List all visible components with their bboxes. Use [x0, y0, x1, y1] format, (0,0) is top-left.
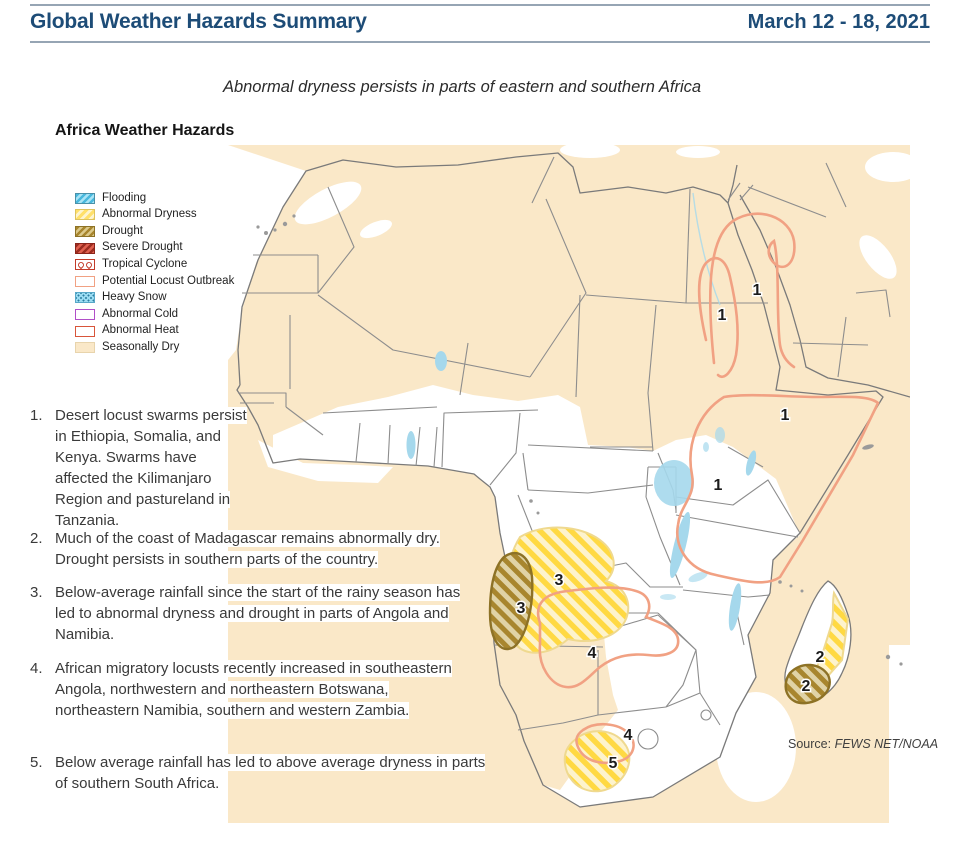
heavy-snow-swatch-icon [75, 292, 95, 304]
legend-label: Abnormal Cold [102, 307, 179, 320]
note-number: 4. [30, 658, 43, 679]
map-marker: 3 [517, 600, 526, 617]
seasonally-dry-swatch-icon [75, 342, 95, 354]
note-text: Below-average rainfall since the start o… [55, 584, 461, 643]
legend-item-abnormal-dryness: Abnormal Dryness [75, 207, 234, 224]
map-marker: 2 [802, 678, 811, 695]
legend-item-severe-drought: Severe Drought [75, 240, 234, 257]
map-section-title: Africa Weather Hazards [55, 122, 235, 139]
legend-item-abnormal-heat: Abnormal Heat [75, 323, 234, 340]
hazard-note-4: 4. African migratory locusts recently in… [30, 658, 480, 721]
map-marker: 4 [624, 727, 633, 744]
source-label: Source: [788, 737, 832, 751]
flooding-swatch-icon [75, 192, 95, 204]
note-text: Below average rainfall has led to above … [55, 754, 486, 792]
header-rule-top [30, 4, 930, 6]
legend-label: Tropical Cyclone [102, 257, 188, 270]
note-text: Much of the coast of Madagascar remains … [55, 530, 440, 568]
hazard-note-5: 5. Below average rainfall has led to abo… [30, 752, 490, 794]
hazard-note-2: 2. Much of the coast of Madagascar remai… [30, 528, 485, 570]
cyclone-glyph-icon [76, 260, 86, 269]
map-marker: 1 [718, 307, 727, 324]
bulletin-subtitle: Abnormal dryness persists in parts of ea… [222, 78, 702, 96]
legend-item-flooding: Flooding [75, 190, 234, 207]
legend-label: Severe Drought [102, 241, 183, 254]
legend-item-tropical-cyclone: Tropical Cyclone [75, 256, 234, 273]
islands-specks [256, 214, 903, 666]
map-marker: 4 [588, 645, 597, 662]
date-range: March 12 - 18, 2021 [747, 11, 930, 33]
note-number: 1. [30, 405, 43, 426]
tropical-cyclone-swatch-icon [75, 259, 95, 271]
legend-label: Heavy Snow [102, 291, 167, 304]
note-number: 2. [30, 528, 43, 549]
legend-label: Drought [102, 224, 143, 237]
legend-label: Potential Locust Outbreak [102, 274, 235, 287]
locust-outbreak-swatch-icon [75, 275, 95, 287]
legend-label: Abnormal Heat [102, 324, 179, 337]
wrap-spacer [250, 405, 490, 490]
drought-swatch-icon [75, 225, 95, 237]
page-title: Global Weather Hazards Summary [30, 10, 367, 33]
hazard-note-1: 1. Desert locust swarms persist in Ethio… [30, 405, 490, 531]
legend-item-abnormal-cold: Abnormal Cold [75, 306, 234, 323]
legend-item-potential-locust-outbreak: Potential Locust Outbreak [75, 273, 234, 290]
map-marker: 1 [753, 282, 762, 299]
note-text: African migratory locusts recently incre… [55, 660, 452, 719]
note-number: 3. [30, 582, 43, 603]
legend-item-seasonally-dry: Seasonally Dry [75, 339, 234, 356]
legend-label: Flooding [102, 191, 147, 204]
map-marker: 3 [555, 572, 564, 589]
map-marker: 2 [816, 649, 825, 666]
map-legend: Flooding Abnormal Dryness Drought Severe… [75, 190, 234, 356]
source-attribution: Source: FEWS NET/NOAA [788, 737, 938, 751]
legend-label: Seasonally Dry [102, 340, 180, 353]
abnormal-heat-swatch-icon [75, 325, 95, 337]
legend-item-heavy-snow: Heavy Snow [75, 290, 234, 307]
note-text: Desert locust swarms persist in Ethiopia… [55, 407, 247, 529]
locust-outbreak-outlines [536, 212, 880, 765]
map-marker: 1 [781, 407, 790, 424]
source-name: FEWS NET/NOAA [834, 737, 939, 751]
severe-drought-swatch-icon [75, 242, 95, 254]
map-marker: 1 [714, 477, 723, 494]
note-number: 5. [30, 752, 43, 773]
map-marker: 5 [609, 755, 618, 772]
abnormal-dryness-swatch-icon [75, 209, 95, 221]
header-rule-bottom [30, 41, 930, 43]
drought-areas [488, 551, 831, 705]
legend-label: Abnormal Dryness [102, 208, 197, 221]
cyclone-glyph-icon [84, 260, 94, 269]
hazard-note-3: 3. Below-average rainfall since the star… [30, 582, 480, 645]
legend-item-drought: Drought [75, 223, 234, 240]
abnormal-cold-swatch-icon [75, 308, 95, 320]
map-markers: 1 1 1 1 2 2 3 3 4 4 5 [515, 281, 826, 774]
